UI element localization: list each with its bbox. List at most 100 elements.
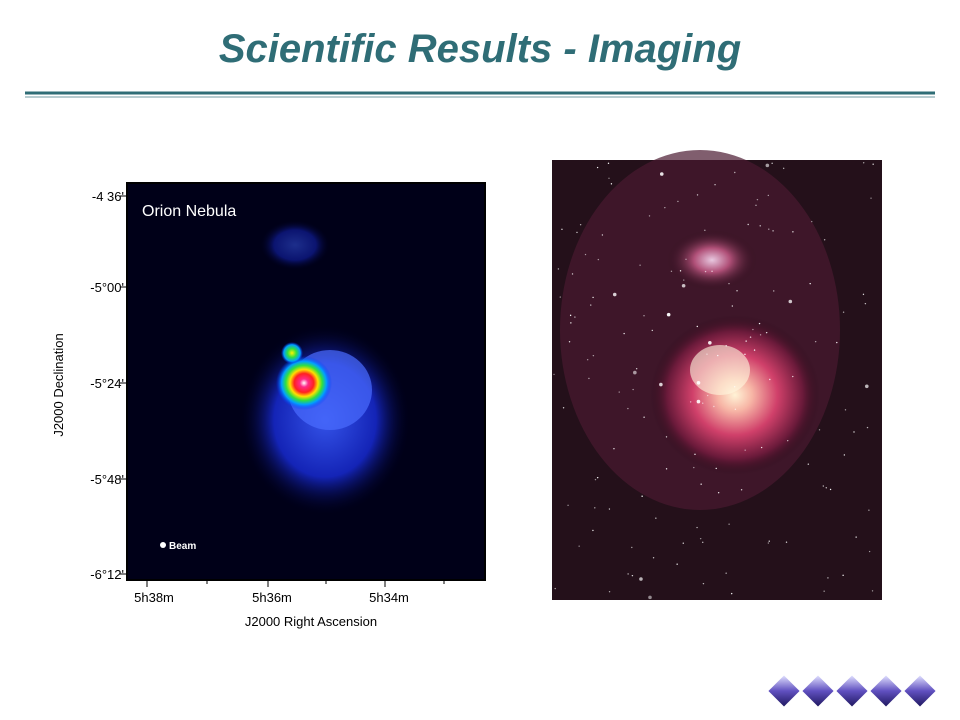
star [632, 388, 634, 391]
star [823, 239, 826, 241]
core [281, 342, 303, 364]
star [717, 492, 720, 494]
star [608, 591, 611, 593]
star [596, 166, 599, 169]
star [728, 523, 730, 525]
star [651, 329, 653, 332]
star [665, 436, 668, 438]
star [822, 485, 825, 487]
ticks [120, 195, 445, 587]
star [594, 507, 596, 509]
star [655, 517, 657, 519]
star [601, 234, 604, 236]
star [627, 573, 629, 575]
star [866, 426, 869, 429]
star [733, 386, 736, 388]
star [702, 402, 704, 404]
star [584, 253, 587, 256]
star [633, 370, 637, 375]
star [731, 305, 734, 307]
nav-button[interactable] [904, 675, 936, 707]
image-label: Orion Nebula [142, 203, 236, 220]
star [773, 290, 775, 292]
star [696, 526, 698, 529]
star [659, 172, 664, 176]
star [700, 483, 702, 485]
star [753, 349, 756, 351]
star [704, 229, 706, 231]
star [578, 545, 580, 547]
star [553, 373, 555, 376]
star [693, 466, 695, 469]
star [592, 529, 594, 532]
star [825, 487, 827, 489]
star [702, 541, 704, 544]
star [665, 468, 668, 470]
star [571, 273, 574, 275]
star [807, 463, 810, 465]
y-tick-label: -5°00' [90, 280, 124, 295]
star [659, 382, 663, 387]
star [683, 279, 685, 281]
star [870, 197, 872, 199]
star [734, 171, 736, 174]
star [643, 315, 645, 317]
star [713, 405, 715, 408]
star [717, 354, 719, 357]
x-tick-label: 5h36m [252, 590, 292, 605]
star [760, 446, 763, 449]
star [771, 162, 773, 164]
star [782, 167, 785, 170]
star [696, 325, 698, 328]
star [768, 228, 770, 230]
star [868, 550, 871, 553]
star [590, 304, 592, 306]
star [635, 368, 638, 370]
star [730, 592, 733, 595]
star [842, 311, 845, 313]
nav-button[interactable] [836, 675, 868, 707]
star [627, 407, 629, 410]
star [769, 378, 771, 381]
star [562, 407, 565, 409]
star [557, 268, 560, 270]
star [696, 194, 699, 196]
star [714, 183, 716, 186]
radio-image: Orion Nebula Beam -4 36' -5°00' -5°24' -… [51, 182, 486, 629]
star [853, 431, 855, 433]
star [631, 574, 634, 577]
nav-buttons [768, 675, 936, 707]
star [765, 163, 770, 168]
y-axis-label: J2000 Declination [51, 333, 66, 436]
star [862, 162, 865, 164]
star [594, 478, 597, 481]
x-tick-label: 5h38m [134, 590, 174, 605]
star [576, 231, 578, 234]
star [715, 467, 717, 470]
star [588, 377, 590, 380]
nav-button[interactable] [870, 675, 902, 707]
star [792, 375, 794, 378]
star [706, 394, 709, 397]
star [579, 224, 582, 226]
star [670, 270, 673, 272]
star [568, 341, 571, 343]
star [597, 258, 600, 261]
star [696, 399, 701, 404]
star [639, 264, 641, 266]
star [811, 220, 813, 223]
star [767, 542, 770, 544]
nav-button[interactable] [802, 675, 834, 707]
nebula [650, 315, 820, 475]
optical-image [552, 150, 882, 600]
blob [260, 220, 330, 270]
star [814, 340, 817, 343]
star [725, 345, 727, 347]
star [747, 223, 749, 226]
star [829, 488, 832, 491]
nav-button[interactable] [768, 675, 800, 707]
star [631, 546, 633, 549]
star [864, 302, 867, 305]
star [699, 537, 702, 540]
star [708, 340, 712, 345]
